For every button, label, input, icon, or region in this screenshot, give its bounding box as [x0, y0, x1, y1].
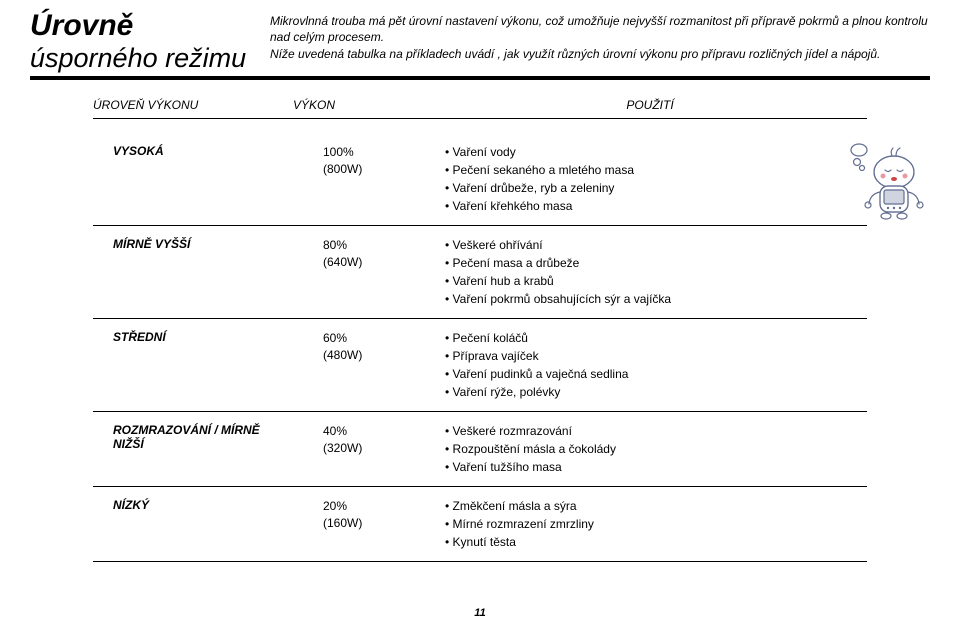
- use-item: Pečení koláčů: [445, 329, 867, 347]
- power-watt: (320W): [323, 440, 433, 457]
- title-block: Úrovně úsporného režimu: [30, 10, 270, 72]
- power-percent: 100%: [323, 144, 433, 161]
- use-item: Veškeré ohřívání: [445, 236, 867, 254]
- use-item: Vaření hub a krabů: [445, 272, 867, 290]
- use-cell: Veškeré rozmrazováníRozpouštění másla a …: [433, 422, 867, 476]
- use-item: Příprava vajíček: [445, 347, 867, 365]
- table-row: NÍZKÝ20%(160W)Změkčení másla a sýraMírné…: [93, 487, 867, 562]
- use-cell: Vaření vodyPečení sekaného a mletého mas…: [433, 143, 867, 215]
- use-cell: Veškeré ohříváníPečení masa a drůbežeVař…: [433, 236, 867, 308]
- use-list: Změkčení másla a sýraMírné rozmrazení zm…: [445, 497, 867, 551]
- table-header-row: ÚROVEŇ VÝKONU VÝKON POUŽITÍ: [93, 98, 867, 119]
- mascot-icon: [850, 134, 930, 224]
- use-cell: Pečení koláčůPříprava vajíčekVaření pudi…: [433, 329, 867, 401]
- level-cell: VYSOKÁ: [93, 143, 293, 158]
- use-item: Vaření pokrmů obsahujících sýr a vajíčka: [445, 290, 867, 308]
- power-cell: 100%(800W): [293, 143, 433, 178]
- intro-p2: Níže uvedená tabulka na příkladech uvádí…: [270, 47, 930, 63]
- power-watt: (480W): [323, 347, 433, 364]
- intro-p1: Mikrovlnná trouba má pět úrovní nastaven…: [270, 14, 930, 45]
- level-cell: NÍZKÝ: [93, 497, 293, 512]
- level-cell: MÍRNĚ VYŠŠÍ: [93, 236, 293, 251]
- title-line2: úsporného režimu: [30, 44, 270, 72]
- power-percent: 40%: [323, 423, 433, 440]
- power-watt: (160W): [323, 515, 433, 532]
- col-header-power: VÝKON: [293, 98, 433, 112]
- power-percent: 80%: [323, 237, 433, 254]
- power-percent: 20%: [323, 498, 433, 515]
- table-row: STŘEDNÍ60%(480W)Pečení koláčůPříprava va…: [93, 319, 867, 412]
- power-watt: (800W): [323, 161, 433, 178]
- use-item: Pečení masa a drůbeže: [445, 254, 867, 272]
- use-item: Pečení sekaného a mletého masa: [445, 161, 867, 179]
- use-item: Veškeré rozmrazování: [445, 422, 867, 440]
- power-table: ÚROVEŇ VÝKONU VÝKON POUŽITÍ VYSOKÁ100%(8…: [93, 98, 867, 562]
- use-list: Veškeré ohříváníPečení masa a drůbežeVař…: [445, 236, 867, 308]
- use-item: Rozpouštění másla a čokolády: [445, 440, 867, 458]
- table-row: ROZMRAZOVÁNÍ / MÍRNĚ NIŽŠÍ40%(320W)Veške…: [93, 412, 867, 487]
- use-item: Kynutí těsta: [445, 533, 867, 551]
- page-header: Úrovně úsporného režimu Mikrovlnná troub…: [30, 10, 930, 72]
- use-item: Mírné rozmrazení zmrzliny: [445, 515, 867, 533]
- use-item: Vaření pudinků a vaječná sedlina: [445, 365, 867, 383]
- table-row: MÍRNĚ VYŠŠÍ80%(640W)Veškeré ohříváníPeče…: [93, 226, 867, 319]
- intro-text: Mikrovlnná trouba má pět úrovní nastaven…: [270, 10, 930, 65]
- use-list: Pečení koláčůPříprava vajíčekVaření pudi…: [445, 329, 867, 401]
- power-cell: 80%(640W): [293, 236, 433, 271]
- use-item: Změkčení másla a sýra: [445, 497, 867, 515]
- table-row: VYSOKÁ100%(800W)Vaření vodyPečení sekané…: [93, 133, 867, 226]
- use-item: Vaření drůbeže, ryb a zeleniny: [445, 179, 867, 197]
- use-list: Veškeré rozmrazováníRozpouštění másla a …: [445, 422, 867, 476]
- col-header-level: ÚROVEŇ VÝKONU: [93, 98, 293, 112]
- use-item: Vaření vody: [445, 143, 867, 161]
- power-cell: 60%(480W): [293, 329, 433, 364]
- use-item: Vaření křehkého masa: [445, 197, 867, 215]
- title-line1: Úrovně: [30, 10, 270, 42]
- use-cell: Změkčení másla a sýraMírné rozmrazení zm…: [433, 497, 867, 551]
- power-cell: 20%(160W): [293, 497, 433, 532]
- power-cell: 40%(320W): [293, 422, 433, 457]
- power-percent: 60%: [323, 330, 433, 347]
- level-cell: STŘEDNÍ: [93, 329, 293, 344]
- power-watt: (640W): [323, 254, 433, 271]
- page-number: 11: [474, 607, 485, 619]
- header-divider: [30, 76, 930, 80]
- use-list: Vaření vodyPečení sekaného a mletého mas…: [445, 143, 867, 215]
- use-item: Vaření tužšího masa: [445, 458, 867, 476]
- table-body: VYSOKÁ100%(800W)Vaření vodyPečení sekané…: [93, 133, 867, 562]
- col-header-use: POUŽITÍ: [433, 98, 867, 112]
- use-item: Vaření rýže, polévky: [445, 383, 867, 401]
- level-cell: ROZMRAZOVÁNÍ / MÍRNĚ NIŽŠÍ: [93, 422, 293, 451]
